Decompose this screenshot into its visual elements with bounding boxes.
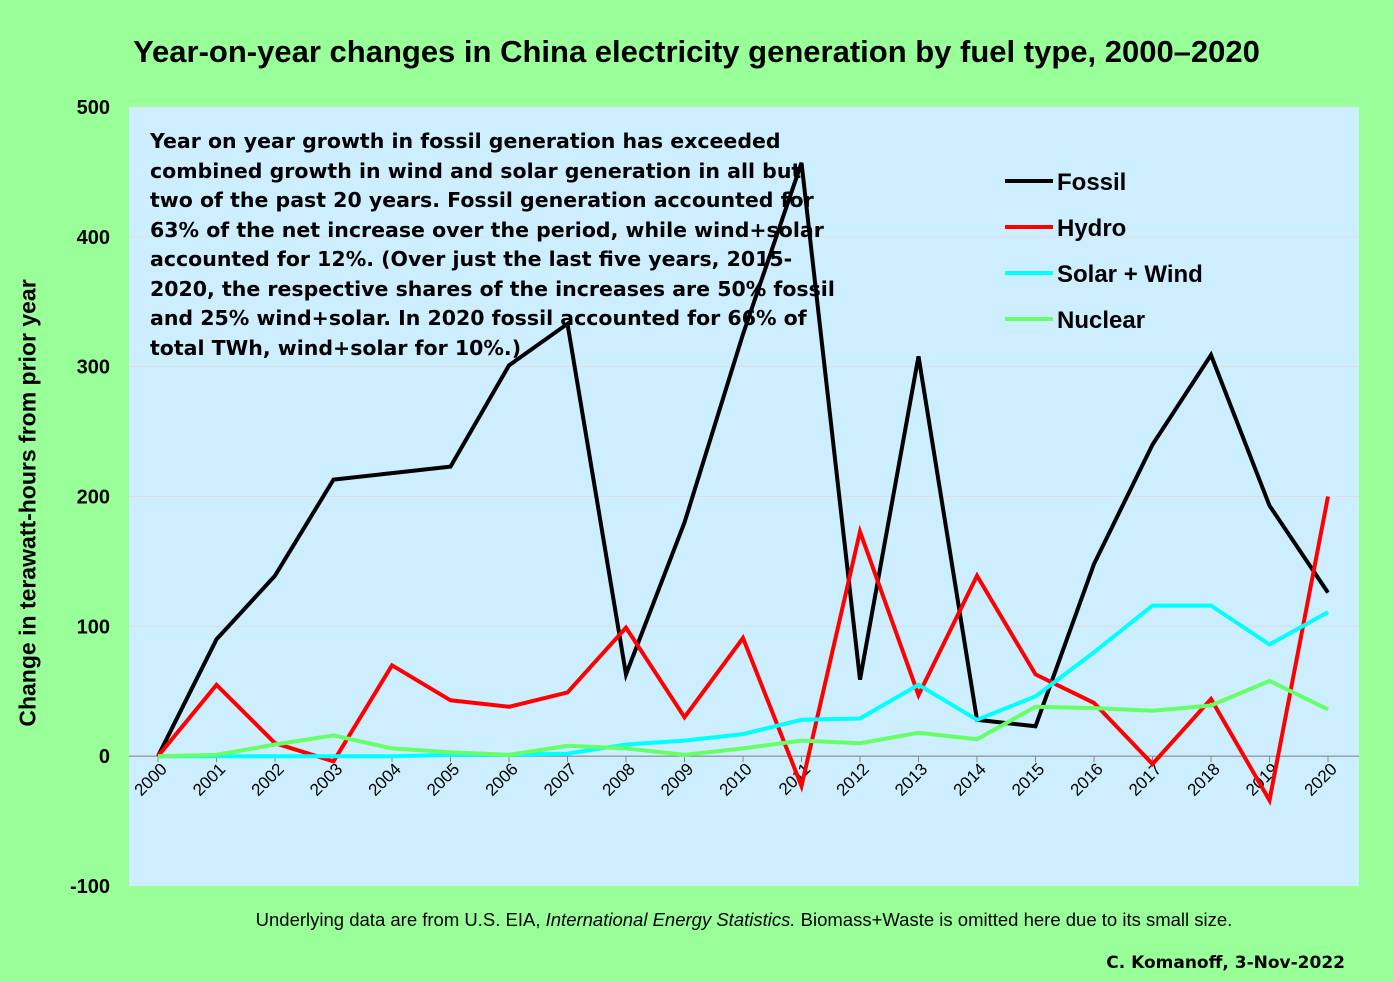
y-tick-label: 300	[77, 357, 110, 379]
annotation-line: accounted for 12%. (Over just the last f…	[150, 247, 793, 271]
annotation-line: total TWh, wind+solar for 10%.)	[150, 335, 522, 360]
series-line-solar-wind	[158, 603, 1329, 759]
series-lines	[156, 162, 1330, 806]
x-tick-label: 2005	[423, 760, 463, 800]
x-tick-label: 2004	[365, 760, 405, 800]
chart-title: Year-on-year changes in China electricit…	[133, 34, 1260, 69]
legend: Fossil Hydro Solar + Wind Nuclear	[1005, 169, 1203, 334]
x-tick-label: 2006	[482, 760, 522, 800]
annotation-line: 63% of the net increase over the period,…	[150, 217, 824, 242]
y-axis-label: Change in terawatt-hours from prior year	[14, 279, 41, 727]
legend-label: Nuclear	[1057, 307, 1145, 334]
x-tick-label: 2007	[540, 760, 580, 800]
x-tick-label: 2013	[891, 760, 931, 800]
gridlines	[129, 106, 1359, 627]
annotation-text: Year on year growth in fossil generation…	[150, 127, 835, 363]
x-tick-label: 2020	[1301, 760, 1341, 800]
y-tick-label: 100	[77, 616, 110, 638]
x-tick-label: 2000	[131, 760, 171, 800]
x-tick-label: 2002	[248, 760, 288, 800]
y-tick-label: -100	[70, 876, 110, 898]
x-tick-label: 2018	[1184, 760, 1224, 800]
annotation-line: and 25% wind+solar. In 2020 fossil accou…	[150, 306, 807, 330]
y-tick-label: 200	[77, 487, 110, 509]
credit: C. Komanoff, 3-Nov-2022	[1106, 953, 1345, 973]
y-tick-label: 500	[77, 97, 110, 119]
annotation-line: combined growth in wind and solar genera…	[150, 158, 802, 183]
source-prefix: Underlying data are from U.S. EIA,	[255, 909, 546, 930]
x-tick-label: 2015	[1008, 760, 1048, 800]
annotation-line: two of the past 20 years. Fossil generat…	[150, 188, 814, 212]
y-tick-label: 0	[99, 746, 110, 768]
series-line-fossil	[156, 162, 1330, 758]
source-note: Underlying data are from U.S. EIA, Inter…	[0, 909, 1393, 931]
legend-label: Solar + Wind	[1057, 261, 1203, 288]
series-line-nuclear	[157, 678, 1329, 759]
y-tick-label: 400	[77, 227, 110, 249]
x-tick-label: 2016	[1067, 760, 1107, 800]
x-tick-label: 2009	[657, 760, 697, 800]
legend-label: Hydro	[1057, 215, 1126, 242]
legend-label: Fossil	[1057, 169, 1126, 196]
x-tick-label: 2008	[599, 760, 639, 800]
x-tick-label: 2010	[716, 760, 756, 800]
x-tick-label: 2014	[950, 760, 990, 800]
source-title: International Energy Statistics.	[545, 909, 796, 930]
x-tick-label: 2012	[833, 760, 873, 800]
x-tick-label: 2001	[189, 760, 229, 800]
series-line-hydro	[156, 496, 1330, 806]
annotation-line: Year on year growth in fossil generation…	[150, 129, 781, 153]
source-suffix: Biomass+Waste is omitted here due to its…	[795, 909, 1233, 930]
x-tick-label: 2003	[306, 760, 346, 800]
x-tick-label: 2017	[1125, 760, 1165, 800]
annotation-line: 2020, the respective shares of the incre…	[150, 276, 835, 301]
